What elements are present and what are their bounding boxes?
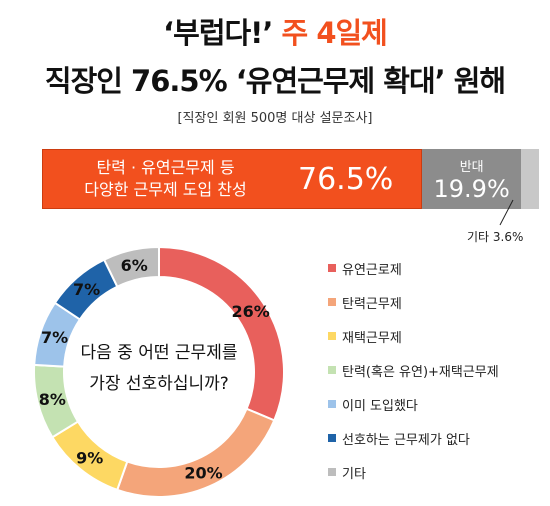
bar-value-support: 76.5%	[298, 161, 394, 197]
bar-segment-support: 탄력 · 유연근무제 등 다양한 근무제 도입 찬성 76.5%	[42, 149, 423, 209]
donut-center-line1: 다음 중 어떤 근무제를	[81, 343, 238, 363]
donut-chart	[33, 245, 285, 498]
bar-segment-oppose: 반대 19.9%	[422, 149, 522, 209]
legend-item-3: 탄력(혹은 유연)+재택근무제	[328, 360, 499, 380]
legend-swatch	[328, 298, 336, 306]
donut-center-line2: 가장 선호하십니까?	[89, 374, 229, 394]
donut-value-label-3: 8%	[39, 390, 66, 409]
stacked-bar: 탄력 · 유연근무제 등 다양한 근무제 도입 찬성 76.5% 반대 19.9…	[42, 149, 539, 209]
bar-value-oppose: 19.9%	[433, 174, 510, 203]
legend-swatch	[328, 366, 336, 374]
legend-label: 기타	[342, 466, 366, 482]
legend-label: 탄력(혹은 유연)+재택근무제	[342, 364, 499, 380]
legend-label: 선호하는 근무제가 없다	[342, 432, 470, 448]
legend-swatch	[328, 468, 336, 476]
legend-item-2: 재택근무제	[328, 326, 499, 346]
donut-value-label-2: 9%	[76, 448, 103, 467]
donut-value-label-5: 7%	[73, 280, 100, 299]
legend-swatch	[328, 264, 336, 272]
bar-label-support: 탄력 · 유연근무제 등 다양한 근무제 도입 찬성	[43, 157, 288, 201]
donut-value-label-6: 6%	[121, 256, 148, 275]
legend-label: 탄력근무제	[342, 296, 402, 312]
donut-slice-6	[102, 245, 160, 288]
donut-slice-1	[115, 407, 276, 498]
donut-value-label-0: 26%	[231, 302, 269, 321]
legend-item-1: 탄력근무제	[328, 292, 499, 312]
legend-swatch	[328, 434, 336, 442]
legend-item-4: 이미 도입했다	[328, 394, 499, 414]
legend-label: 유연근로제	[342, 262, 402, 278]
legend-label: 재택근무제	[342, 330, 402, 346]
donut-value-label-4: 7%	[41, 328, 68, 347]
bar-label-oppose: 반대	[459, 159, 484, 175]
bar-label-support-line2: 다양한 근무제 도입 찬성	[84, 180, 247, 199]
legend-swatch	[328, 332, 336, 340]
donut-labels: 26% 20% 9% 8% 7% 7% 6%	[39, 256, 270, 483]
chart-subtitle: [직장인 회원 500명 대상 설문조사]	[177, 111, 373, 126]
legend-item-6: 기타	[328, 462, 499, 482]
other-leader-line	[499, 199, 514, 226]
legend-swatch	[328, 400, 336, 408]
bar-segment-other	[521, 149, 539, 209]
title-prefix: ‘부럽다!’	[163, 16, 273, 50]
legend-item-0: 유연근로제	[328, 258, 499, 278]
donut-value-label-1: 20%	[184, 464, 222, 483]
legend-label: 이미 도입했다	[342, 398, 418, 414]
chart-title-line1: ‘부럽다!’ 주 4일제	[0, 10, 550, 52]
chart-title-line2: 직장인 76.5% ‘유연근무제 확대’ 원해	[44, 64, 506, 98]
title-highlight: 주 4일제	[281, 16, 388, 50]
donut-slice-0	[158, 245, 285, 422]
bar-label-support-line1: 탄력 · 유연근무제 등	[96, 158, 235, 177]
bar-label-other: 기타 3.6%	[467, 230, 524, 244]
legend-item-5: 선호하는 근무제가 없다	[328, 428, 499, 448]
